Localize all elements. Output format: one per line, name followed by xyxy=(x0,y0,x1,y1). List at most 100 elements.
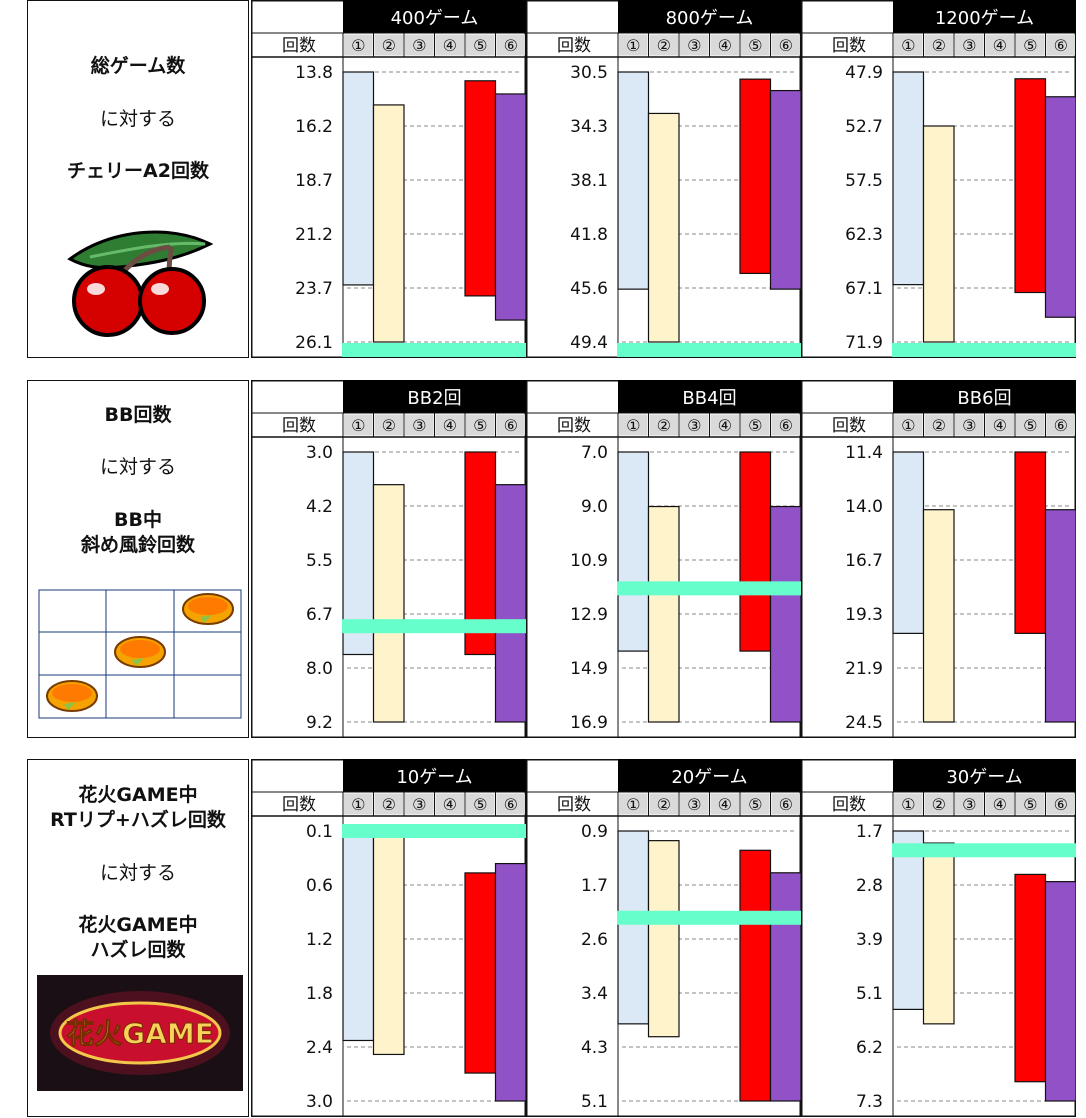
setting-cell xyxy=(985,793,1014,815)
tick-label: 1.7 xyxy=(581,876,608,896)
setting-label: ⑥ xyxy=(779,795,793,814)
bar-setting-1 xyxy=(892,830,925,1010)
bar-setting-1 xyxy=(617,451,650,652)
setting-label: ① xyxy=(351,416,365,435)
tick-label: 9.2 xyxy=(306,713,333,733)
bell-icon-2 xyxy=(114,636,166,668)
setting-cell xyxy=(924,34,953,56)
current-value-marker xyxy=(617,910,801,925)
setting-label: ① xyxy=(626,416,640,435)
setting-cell xyxy=(924,793,953,815)
tick-label: 1.2 xyxy=(306,930,333,950)
bar-setting-1 xyxy=(342,830,375,1042)
setting-label: ⑤ xyxy=(748,36,762,55)
setting-cell xyxy=(649,414,678,436)
axis-header: 回数 xyxy=(282,416,316,436)
setting-label: ② xyxy=(382,795,396,814)
tick-label: 5.5 xyxy=(306,551,333,571)
hanabi-game-logo-icon: 花火GAME xyxy=(37,975,243,1091)
setting-label: ⑤ xyxy=(748,416,762,435)
chart-title: 10ゲーム xyxy=(396,767,472,788)
tick-label: 1.8 xyxy=(306,984,333,1004)
setting-cell xyxy=(405,793,434,815)
current-value-marker xyxy=(617,581,801,596)
setting-cell xyxy=(680,414,709,436)
setting-cell xyxy=(1016,414,1045,436)
tick-label: 9.0 xyxy=(581,497,608,517)
bar-setting-1 xyxy=(617,71,650,290)
setting-cell xyxy=(374,414,403,436)
setting-cell xyxy=(435,414,464,436)
setting-label: ④ xyxy=(718,795,732,814)
setting-cell xyxy=(466,34,495,56)
tick-label: 14.0 xyxy=(845,497,883,517)
label-panel-hanabi: 花火GAME中 RTリプ+ハズレ回数 に対する 花火GAME中 ハズレ回数 花火… xyxy=(27,759,249,1117)
bar-setting-2 xyxy=(647,505,680,723)
chart-title-bg xyxy=(343,380,526,413)
setting-label: ③ xyxy=(412,795,426,814)
tick-label: 41.8 xyxy=(570,225,608,245)
bar-setting-5 xyxy=(1014,451,1047,634)
setting-label: ④ xyxy=(443,36,457,55)
bar-setting-1 xyxy=(617,830,650,1025)
label-line1: 花火GAME中 xyxy=(78,784,198,806)
axis-header: 回数 xyxy=(282,36,316,56)
setting-label: ① xyxy=(351,36,365,55)
tick-label: 3.0 xyxy=(306,443,333,463)
axis-header: 回数 xyxy=(832,416,866,436)
chart-title: 30ゲーム xyxy=(946,767,1022,788)
axis-header: 回数 xyxy=(832,795,866,815)
tick-label: 47.9 xyxy=(845,63,883,83)
setting-label: ② xyxy=(657,36,671,55)
tick-label: 57.5 xyxy=(845,171,883,191)
setting-label: ① xyxy=(901,416,915,435)
setting-cell xyxy=(710,793,739,815)
tick-label: 62.3 xyxy=(845,225,883,245)
bar-setting-2 xyxy=(372,484,405,723)
setting-cell xyxy=(344,793,373,815)
setting-cell xyxy=(771,793,800,815)
setting-label: ⑥ xyxy=(1054,795,1068,814)
setting-cell xyxy=(1046,414,1075,436)
label-line3: に対する xyxy=(99,862,176,884)
setting-label: ⑥ xyxy=(1054,416,1068,435)
bar-setting-2 xyxy=(647,840,680,1038)
tick-label: 49.4 xyxy=(570,333,608,353)
setting-label: ③ xyxy=(962,416,976,435)
setting-label: ③ xyxy=(687,36,701,55)
tick-label: 38.1 xyxy=(570,171,608,191)
setting-label: ③ xyxy=(962,795,976,814)
bar-setting-6 xyxy=(1044,881,1076,1102)
tick-label: 21.2 xyxy=(295,225,333,245)
setting-label: ② xyxy=(382,36,396,55)
setting-cell xyxy=(405,34,434,56)
setting-label: ① xyxy=(351,795,365,814)
tick-label: 3.9 xyxy=(856,930,883,950)
bar-setting-1 xyxy=(892,71,925,286)
setting-cell xyxy=(1046,793,1075,815)
label-line1: 総ゲーム数 xyxy=(90,55,186,77)
bar-setting-6 xyxy=(1044,509,1076,723)
setting-cell xyxy=(741,34,770,56)
bar-setting-2 xyxy=(372,104,405,343)
chart-title-bg xyxy=(893,0,1076,33)
chart-title: 400ゲーム xyxy=(391,8,479,29)
setting-cell xyxy=(344,414,373,436)
cherry-icon xyxy=(67,230,214,337)
tick-label: 24.5 xyxy=(845,713,883,733)
label-line4: 花火GAME中 xyxy=(78,914,198,936)
current-value-marker xyxy=(342,619,526,634)
setting-label: ③ xyxy=(412,416,426,435)
tick-label: 26.1 xyxy=(295,333,333,353)
setting-label: ③ xyxy=(687,795,701,814)
tick-label: 3.0 xyxy=(306,1092,333,1112)
setting-cell xyxy=(435,34,464,56)
tick-label: 4.2 xyxy=(306,497,333,517)
label-line4: 斜め風鈴回数 xyxy=(80,534,195,556)
setting-label: ① xyxy=(901,36,915,55)
chart-title-bg xyxy=(343,759,526,792)
tick-label: 2.4 xyxy=(306,1038,333,1058)
